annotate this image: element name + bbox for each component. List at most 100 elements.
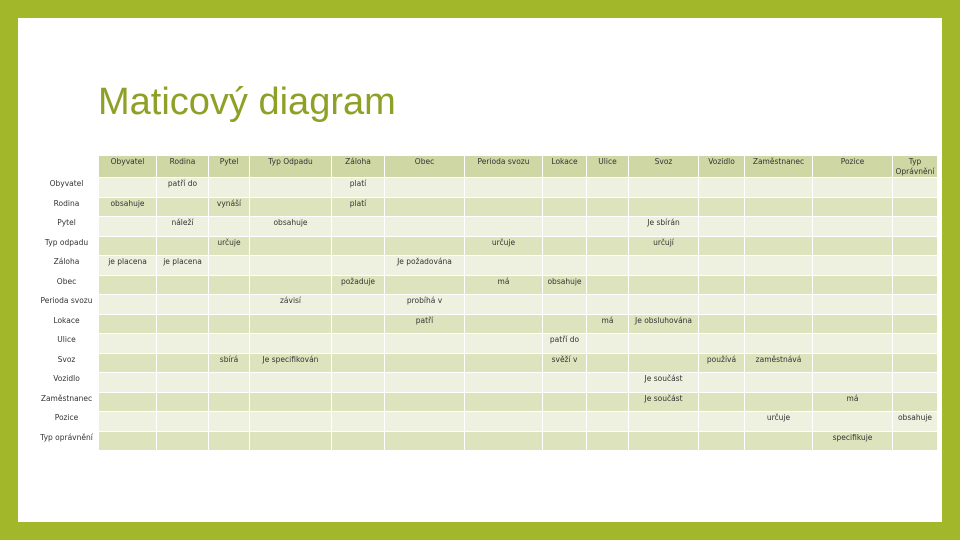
matrix-cell: určuje (208, 235, 250, 256)
matrix-cell (812, 177, 893, 198)
matrix-cell (384, 196, 465, 217)
matrix-cell (156, 411, 209, 432)
matrix-cell (331, 352, 385, 373)
matrix-cell (586, 372, 629, 393)
matrix-cell (744, 216, 813, 237)
row-header: Pozice (34, 411, 99, 432)
row-header: Lokace (34, 313, 99, 334)
matrix-cell (384, 177, 465, 198)
column-header: Typ Oprávnění (892, 155, 938, 178)
table-row: Typ oprávnění specifikuje (34, 430, 938, 451)
matrix-cell (812, 313, 893, 334)
matrix-cell (892, 313, 938, 334)
matrix-cell (98, 313, 157, 334)
matrix-cell (744, 391, 813, 412)
row-header: Svoz (34, 352, 99, 373)
matrix-cell (586, 430, 629, 451)
matrix-cell (892, 216, 938, 237)
matrix-cell (208, 391, 250, 412)
matrix-cell: požaduje (331, 274, 385, 295)
matrix-cell (249, 255, 332, 276)
matrix-cell (812, 274, 893, 295)
matrix-cell: specifikuje (812, 430, 893, 451)
table-row: Zaměstnanec Je součást má (34, 391, 938, 412)
matrix-cell (156, 196, 209, 217)
matrix-cell (384, 411, 465, 432)
column-header: Obec (384, 155, 465, 178)
matrix-cell (698, 411, 745, 432)
matrix-cell (464, 177, 543, 198)
matrix-cell (249, 196, 332, 217)
matrix-cell: závisí (249, 294, 332, 315)
matrix-cell (744, 313, 813, 334)
matrix-cell (384, 352, 465, 373)
matrix-cell (586, 177, 629, 198)
matrix-cell (208, 177, 250, 198)
matrix-cell (249, 333, 332, 354)
matrix-cell (331, 313, 385, 334)
matrix-cell (698, 313, 745, 334)
header-row: Obyvatel Rodina Pytel Typ Odpadu Záloha Obec P… (34, 155, 938, 178)
row-header: Typ odpadu (34, 235, 99, 256)
matrix-cell (744, 294, 813, 315)
matrix-cell: Je obsluhována (628, 313, 699, 334)
column-header: Rodina (156, 155, 209, 178)
table-row: Lokace patří má Je obsluhována (34, 313, 938, 334)
matrix-cell (249, 372, 332, 393)
matrix-cell (249, 391, 332, 412)
matrix-cell (698, 196, 745, 217)
matrix-cell (384, 274, 465, 295)
matrix-cell (542, 255, 587, 276)
matrix-cell (628, 255, 699, 276)
matrix-cell (892, 235, 938, 256)
column-header: Obyvatel (98, 155, 157, 178)
matrix-table: Obyvatel Rodina Pytel Typ Odpadu Záloha Obec P… (34, 155, 938, 451)
matrix-cell (698, 372, 745, 393)
table-row: Perioda svozu závisí probíhá v (34, 294, 938, 315)
matrix-cell (542, 235, 587, 256)
matrix-cell: platí (331, 196, 385, 217)
matrix-cell (586, 235, 629, 256)
matrix-cell (698, 430, 745, 451)
matrix-cell (812, 216, 893, 237)
matrix-cell (98, 372, 157, 393)
matrix-cell (542, 196, 587, 217)
matrix-cell (156, 372, 209, 393)
matrix-cell (744, 235, 813, 256)
column-header: Pytel (208, 155, 250, 178)
matrix-cell (384, 333, 465, 354)
row-header: Zaměstnanec (34, 391, 99, 412)
row-header: Rodina (34, 196, 99, 217)
matrix-cell (542, 177, 587, 198)
matrix-cell (628, 333, 699, 354)
matrix-cell (744, 177, 813, 198)
row-header: Pytel (34, 216, 99, 237)
matrix-cell (542, 391, 587, 412)
table-row: Typ odpadu určuje určuje určují (34, 235, 938, 256)
matrix-cell (331, 255, 385, 276)
matrix-cell (156, 313, 209, 334)
matrix-cell: patří do (156, 177, 209, 198)
matrix-cell (812, 255, 893, 276)
matrix-cell (384, 391, 465, 412)
matrix-cell (98, 391, 157, 412)
matrix-cell: má (586, 313, 629, 334)
row-header: Záloha (34, 255, 99, 276)
matrix-cell (464, 313, 543, 334)
matrix-cell (249, 411, 332, 432)
matrix-cell (628, 411, 699, 432)
matrix-cell (586, 333, 629, 354)
matrix-cell (628, 274, 699, 295)
matrix-cell (698, 333, 745, 354)
matrix-cell: platí (331, 177, 385, 198)
matrix-cell (464, 294, 543, 315)
matrix-cell: obsahuje (98, 196, 157, 217)
matrix-cell (892, 274, 938, 295)
matrix-cell (331, 372, 385, 393)
matrix-cell (98, 177, 157, 198)
matrix-cell (156, 235, 209, 256)
matrix-cell (208, 255, 250, 276)
matrix-cell (249, 235, 332, 256)
matrix-cell (698, 235, 745, 256)
matrix-cell (464, 196, 543, 217)
